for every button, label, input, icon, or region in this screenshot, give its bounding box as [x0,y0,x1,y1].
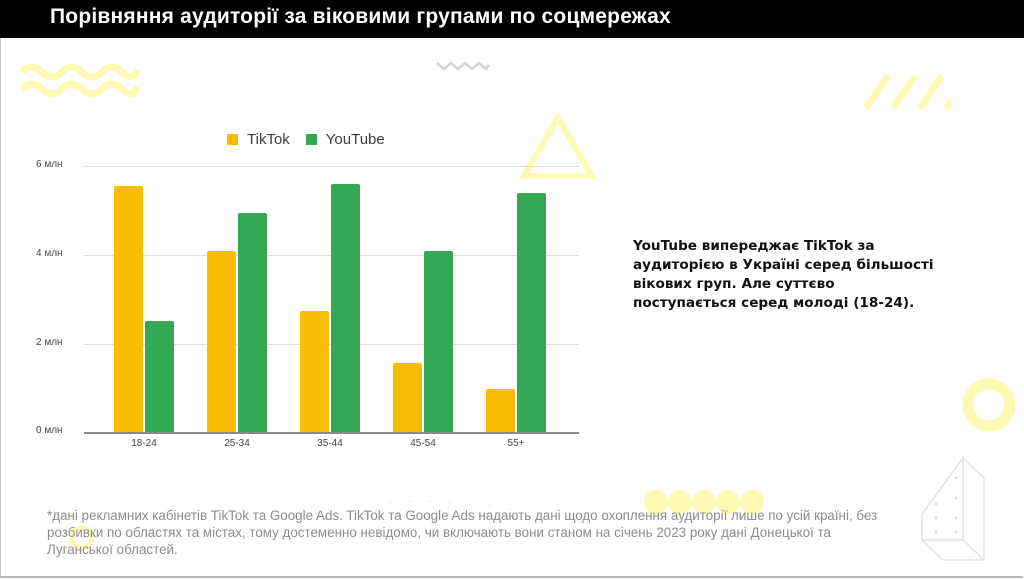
bar-chart: 6 млн 4 млн 2 млн 0 млн 18-24 25-34 35-4… [0,0,600,460]
legend-item-youtube[interactable]: YouTube [305,131,385,148]
small-zigzag-icon [436,61,490,71]
x-tick-label: 45-54 [410,438,436,449]
stripes-decoration-icon [863,74,952,110]
chart-legend: TikTok YouTube [227,131,401,148]
bar-tiktok-18-24[interactable] [114,185,143,432]
gridline [84,166,579,167]
insight-callout: YouTube випереджає TikTok за аудиторією … [633,237,953,313]
bar-tiktok-35-44[interactable] [300,311,329,432]
bar-youtube-25-34[interactable] [238,213,267,432]
bar-youtube-35-44[interactable] [331,184,360,432]
y-tick-label: 0 млн [36,425,63,436]
legend-label-tiktok: TikTok [247,131,290,148]
small-ring-decoration-icon [69,525,95,551]
title-bar: Порівняння аудиторії за віковими групами… [0,0,1024,38]
ring-decoration-icon [962,378,1016,432]
dots-pattern-decoration-icon [349,500,511,541]
callout-line: YouTube випереджає TikTok за [633,238,875,254]
scallop-decoration-icon [644,490,764,514]
legend-swatch-tiktok [227,134,238,145]
footnote: *дані рекламних кабінетів TikTok та Goog… [47,507,947,558]
bar-tiktok-45-54[interactable] [393,363,422,432]
legend-item-tiktok[interactable]: TikTok [227,131,290,148]
x-tick-label: 35-44 [317,438,343,449]
callout-line: вікових груп. Але суттєво [633,276,835,292]
footnote-line: розбивки по областях та містах, тому дос… [47,525,831,540]
bar-tiktok-25-34[interactable] [207,251,236,432]
wave-decoration-icon [20,63,140,98]
y-tick-label: 4 млн [36,248,63,259]
cube-outline-decoration-icon [921,456,985,562]
legend-label-youtube: YouTube [325,131,385,148]
y-tick-label: 6 млн [36,159,63,170]
triangle-decoration-icon [518,112,598,179]
callout-line: аудиторією в Україні серед більшості [633,257,934,273]
x-tick-label: 25-34 [224,438,250,449]
bar-youtube-55+[interactable] [517,193,546,432]
page-title: Порівняння аудиторії за віковими групами… [50,5,671,28]
x-axis-line [84,432,579,434]
bar-youtube-18-24[interactable] [145,321,174,432]
footnote-line: *дані рекламних кабінетів TikTok та Goog… [47,508,878,523]
x-tick-label: 18-24 [131,438,157,449]
y-tick-label: 2 млн [36,337,63,348]
legend-swatch-youtube [305,134,317,145]
bar-tiktok-55+[interactable] [486,388,515,432]
x-tick-label: 55+ [507,438,525,449]
footnote-line: Луганської областей. [47,542,178,557]
callout-line: поступається серед молоді (18-24). [633,295,915,311]
bar-youtube-45-54[interactable] [424,251,453,432]
